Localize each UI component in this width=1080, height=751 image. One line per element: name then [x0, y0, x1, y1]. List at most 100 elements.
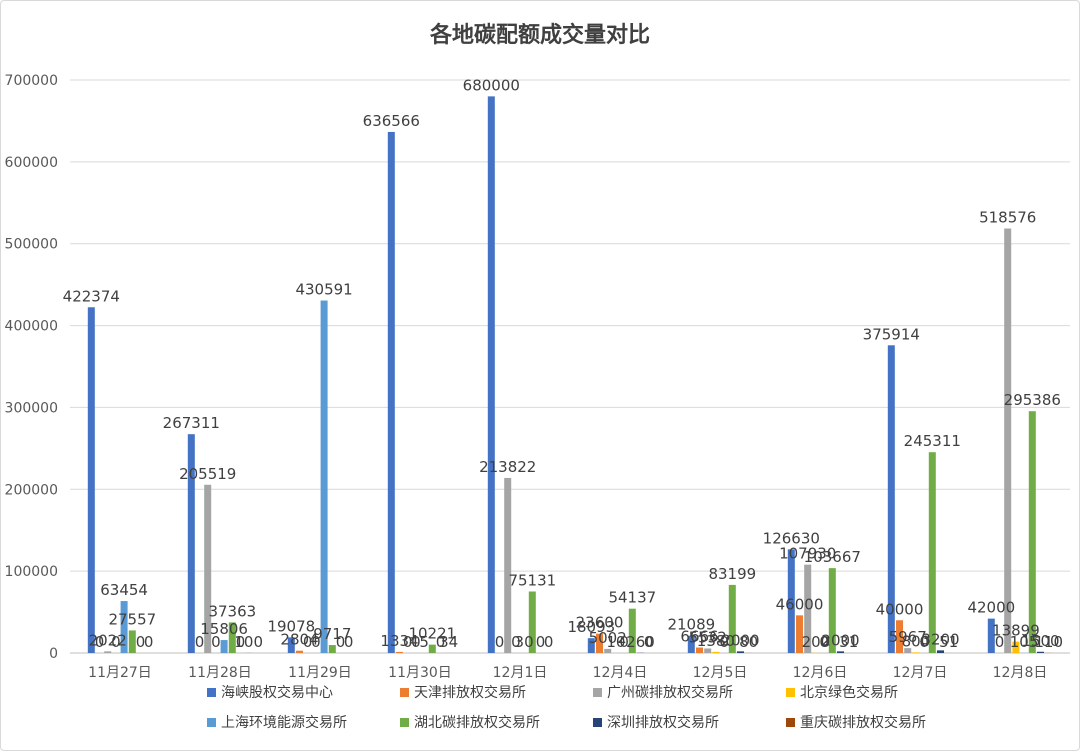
data-label: 15806 — [200, 620, 248, 638]
x-tick-label: 11月29日 — [288, 665, 352, 681]
data-label: 2022 — [89, 631, 127, 649]
data-label: 2000 — [721, 631, 759, 649]
data-label: 267311 — [163, 414, 220, 432]
bar — [528, 591, 536, 653]
data-label: 636566 — [363, 112, 420, 130]
bar — [128, 630, 136, 653]
data-label: 46000 — [776, 595, 824, 613]
x-axis-ticks: 11月27日 11月28日 11月29日 11月30日 12月1日 12月4日 12月5日 1… — [88, 665, 1047, 681]
data-label: 126630 — [763, 529, 820, 547]
x-tick-label: 12月4日 — [593, 665, 648, 681]
data-label: 103667 — [804, 548, 861, 566]
data-label: 680000 — [463, 76, 520, 94]
data-label: 31 — [839, 633, 858, 651]
legend-swatch — [400, 688, 409, 697]
data-label: 0 — [436, 633, 446, 651]
data-label: 5532 — [689, 628, 727, 646]
data-label: 10221 — [408, 625, 456, 643]
data-label: 34 — [439, 633, 458, 651]
bar — [428, 644, 436, 653]
data-label: 295386 — [1004, 391, 1061, 409]
data-label: 0 — [995, 633, 1005, 651]
bar — [796, 615, 803, 653]
x-tick-label: 12月6日 — [793, 665, 848, 681]
legend-label: 上海环境能源交易所 — [221, 714, 347, 731]
legend-swatch — [593, 718, 602, 727]
data-label: 0 — [819, 633, 829, 651]
data-label: 9717 — [313, 625, 351, 643]
data-label: 0 — [495, 633, 505, 651]
data-label: 0 — [144, 633, 154, 651]
bar — [387, 131, 395, 653]
bar — [904, 648, 912, 653]
legend-label: 重庆碳排放权交易所 — [800, 714, 926, 731]
bar — [120, 601, 128, 653]
data-label: 19078 — [267, 617, 315, 635]
bar — [487, 96, 495, 653]
y-tick-label: 600000 — [5, 155, 58, 171]
x-tick-label: 12月8日 — [993, 665, 1048, 681]
bar — [604, 648, 612, 653]
bar — [1012, 641, 1020, 653]
x-tick-label: 11月28日 — [188, 665, 252, 681]
bar — [328, 645, 336, 653]
data-label: 0 — [919, 633, 929, 651]
x-tick-label: 12月5日 — [693, 665, 748, 681]
data-label: 0 — [311, 633, 321, 651]
data-label: 0 — [536, 633, 546, 651]
data-label: 200 — [802, 633, 831, 651]
x-tick-label: 11月30日 — [388, 665, 452, 681]
data-label: 430591 — [295, 281, 352, 299]
data-label: 6666 — [680, 628, 718, 646]
data-label: 2000 — [821, 631, 859, 649]
data-label: 21089 — [667, 616, 715, 634]
legend-swatch — [786, 688, 795, 697]
data-label: 54137 — [608, 589, 656, 607]
legend-label: 深圳排放权交易所 — [607, 714, 719, 731]
data-label: 30 — [515, 633, 534, 651]
data-label: 80 — [739, 633, 758, 651]
bar — [1004, 228, 1012, 654]
data-label: 260 — [626, 633, 655, 651]
data-label: 0 — [95, 633, 105, 651]
bar — [728, 584, 736, 653]
data-label: 0 — [403, 633, 413, 651]
bar — [987, 618, 995, 653]
y-tick-label: 700000 — [5, 73, 58, 89]
y-axis-ticks: 0 100000 200000 300000 400000 500000 600000 700… — [5, 73, 58, 662]
x-tick-label: 12月1日 — [493, 665, 548, 681]
bar — [220, 640, 228, 653]
bar — [704, 648, 712, 653]
data-label: 42000 — [967, 599, 1015, 617]
bar — [937, 650, 944, 653]
y-tick-label: 0 — [49, 646, 58, 662]
data-label: 422374 — [63, 287, 120, 305]
gridlines — [70, 79, 1070, 654]
data-label: 27557 — [108, 610, 156, 628]
data-label: 75131 — [508, 571, 556, 589]
data-label: 1500 — [1021, 632, 1059, 650]
bar — [187, 434, 195, 653]
bar — [296, 650, 303, 653]
legend-label: 北京绿色交易所 — [800, 684, 898, 701]
legend: 海峡股权交易中心 天津排放权交易所 广州碳排放权交易所 北京绿色交易所上海环境能源交易… — [207, 684, 926, 731]
legend-swatch — [786, 718, 795, 727]
data-label: 5967 — [889, 628, 927, 646]
bar — [287, 637, 295, 653]
legend-swatch — [207, 688, 216, 697]
bar — [320, 300, 328, 653]
data-label: 5002 — [589, 629, 627, 647]
bar — [712, 651, 720, 653]
data-label: 0 — [236, 633, 246, 651]
data-label: 51 — [939, 633, 958, 651]
data-label: 0 — [544, 633, 554, 651]
legend-label: 湖北碳排放权交易所 — [414, 714, 540, 731]
data-label: 40000 — [876, 600, 924, 618]
bar — [912, 652, 920, 653]
bar — [104, 651, 112, 653]
data-label: 0 — [336, 633, 346, 651]
data-label: 3200 — [921, 630, 959, 648]
x-tick-label: 12月7日 — [893, 665, 948, 681]
data-label: 13899 — [992, 622, 1040, 640]
data-label: 0 — [211, 633, 221, 651]
